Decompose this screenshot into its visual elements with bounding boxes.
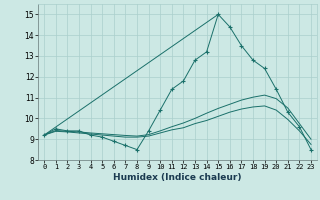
X-axis label: Humidex (Indice chaleur): Humidex (Indice chaleur) xyxy=(113,173,242,182)
